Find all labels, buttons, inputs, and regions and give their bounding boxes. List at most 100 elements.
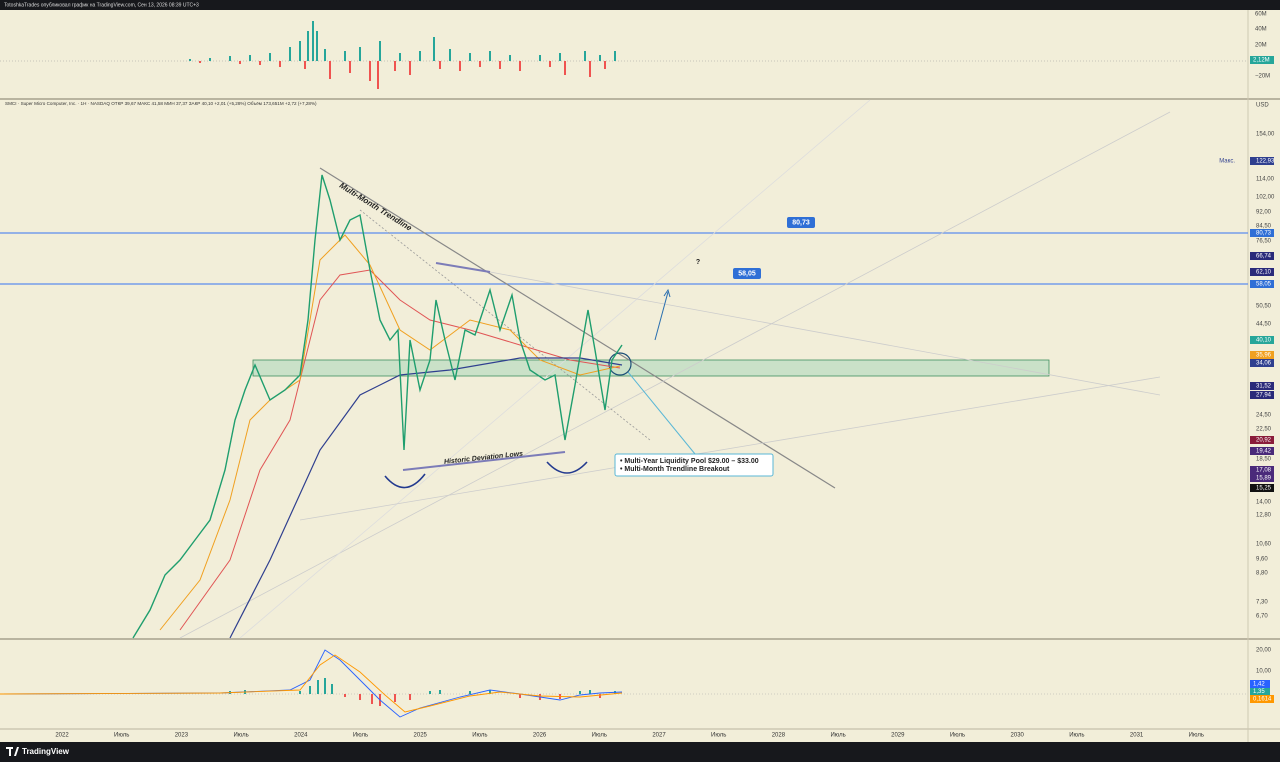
price-axis-label: 22,50 xyxy=(1256,427,1272,433)
price-axis-label: 58,05 xyxy=(1256,282,1272,288)
footer xyxy=(0,742,1280,762)
max-label: Макс. xyxy=(1219,159,1235,165)
price-axis-label: 84,50 xyxy=(1256,224,1272,230)
axis-tag xyxy=(1250,447,1274,455)
macd-axis-label: 20,00 xyxy=(1256,648,1272,654)
time-axis-label: Июль xyxy=(353,733,368,739)
time-axis-label: 2031 xyxy=(1130,733,1144,739)
price-axis-label: 17,08 xyxy=(1256,468,1272,474)
liquidity-zone xyxy=(252,359,1050,377)
price-path xyxy=(132,174,623,639)
arrow xyxy=(654,291,669,341)
price-axis-label: 6,70 xyxy=(1256,614,1268,620)
arrow-head xyxy=(663,288,671,298)
symbol-legend: SMCI · Super Micro Computer, Inc. · 1Н ·… xyxy=(5,101,317,106)
price-axis-label: 20,92 xyxy=(1256,438,1272,444)
axis-tag xyxy=(1250,252,1274,260)
time-axis-label: Июль xyxy=(592,733,607,739)
axis-tag xyxy=(1250,157,1274,165)
time-axis-label: 2030 xyxy=(1011,733,1025,739)
signal-line xyxy=(0,654,623,713)
price-axis-label: 7,30 xyxy=(1256,600,1268,606)
price-axis-label: 102,00 xyxy=(1256,195,1275,201)
level-tag-text: 58,05 xyxy=(738,270,756,277)
price-axis-label: 24,50 xyxy=(1256,413,1272,419)
time-axis-label: 2025 xyxy=(414,733,428,739)
time-axis: 2022 Июль 2023 Июль 2024 Июль 2025 Июль 2026 Июль… xyxy=(55,733,1204,739)
arc xyxy=(384,473,426,489)
price-axis-label: 8,80 xyxy=(1256,571,1268,577)
time-axis-label: Июль xyxy=(711,733,726,739)
arc xyxy=(546,461,588,474)
time-axis-label: 2026 xyxy=(533,733,547,739)
macd-axis-label: 1,42 xyxy=(1253,682,1265,688)
time-axis-label: Июль xyxy=(830,733,845,739)
trendline xyxy=(489,271,1161,396)
price-axis-label: 27,94 xyxy=(1256,393,1272,399)
price-axis-label: 12,80 xyxy=(1256,513,1272,519)
axis-tag xyxy=(1250,336,1274,344)
price-axis-label: 15,89 xyxy=(1256,476,1272,482)
time-axis-label: 2029 xyxy=(891,733,905,739)
question-mark: ? xyxy=(696,259,700,266)
callout-box xyxy=(614,453,774,477)
highlight-circle xyxy=(608,352,632,376)
volume-axis-label: −20M xyxy=(1255,74,1270,80)
brand-name: TradingView xyxy=(22,747,70,756)
price-axis-label: 92,00 xyxy=(1256,210,1272,216)
price-axis-label: 10,60 xyxy=(1256,542,1272,548)
callout-line: • Multi-Month Trendline Breakout xyxy=(620,466,730,473)
axis-tag xyxy=(1250,280,1274,288)
axis-tag xyxy=(1250,56,1274,64)
price-axis-label: 80,73 xyxy=(1256,231,1272,237)
time-axis-label: 2028 xyxy=(772,733,786,739)
time-axis-label: Июль xyxy=(114,733,129,739)
time-axis-label: 2022 xyxy=(55,733,69,739)
macd-axis-label: 10,00 xyxy=(1256,669,1272,675)
price-axis-label: 34,06 xyxy=(1256,361,1272,367)
time-axis-label: 2023 xyxy=(175,733,189,739)
macd-axis-label: 1,35 xyxy=(1253,689,1265,695)
price-axis-label: 31,52 xyxy=(1256,384,1272,390)
price-axis-label: 19,42 xyxy=(1256,449,1272,455)
price-axis-label: 35,96 xyxy=(1256,353,1272,359)
axis-tag xyxy=(1250,688,1270,695)
axis-tag xyxy=(1250,359,1274,367)
volume-axis-label: 60M xyxy=(1255,12,1267,18)
price-axis-label: 66,74 xyxy=(1256,254,1272,260)
dotted-line xyxy=(359,209,651,441)
price-axis-label: 14,00 xyxy=(1256,500,1272,506)
price-axis-label: 15,25 xyxy=(1256,486,1272,492)
publish-caption: TotoshkaTrades опубликовал график на Tra… xyxy=(4,2,199,8)
price-axis-label: 62,10 xyxy=(1256,270,1272,276)
price-axis-label: 50,50 xyxy=(1256,304,1272,310)
time-axis-label: 2027 xyxy=(652,733,666,739)
level-tag-text: 80,73 xyxy=(792,219,810,226)
axis-tag xyxy=(1250,382,1274,390)
volume-axis-label: 20M xyxy=(1255,43,1267,49)
time-axis-label: 2024 xyxy=(294,733,308,739)
callout-line: • Multi-Year Liquidity Pool $29.00 – $33… xyxy=(620,458,759,465)
ma-orange xyxy=(159,234,621,631)
axis-tag xyxy=(1250,484,1274,492)
axis-tag xyxy=(1250,695,1274,703)
trendline xyxy=(179,111,1171,639)
price-axis-label: 76,50 xyxy=(1256,239,1272,245)
macd-axis-label: 0,1614 xyxy=(1253,697,1272,703)
volume-axis-label: 40M xyxy=(1255,27,1267,33)
pattern-line xyxy=(435,262,491,273)
level-tag xyxy=(733,268,761,279)
price-axis-label: 44,50 xyxy=(1256,322,1272,328)
axis-tag xyxy=(1250,466,1274,474)
trendline xyxy=(239,99,871,639)
macd-line xyxy=(0,649,623,718)
time-axis-label: Июль xyxy=(472,733,487,739)
price-axis-label: 122,93 xyxy=(1256,159,1275,165)
trendline xyxy=(319,167,836,489)
level-tag xyxy=(787,217,815,228)
axis-tag xyxy=(1250,229,1274,237)
axis-tag xyxy=(1250,474,1274,482)
currency: USD xyxy=(1256,103,1269,109)
